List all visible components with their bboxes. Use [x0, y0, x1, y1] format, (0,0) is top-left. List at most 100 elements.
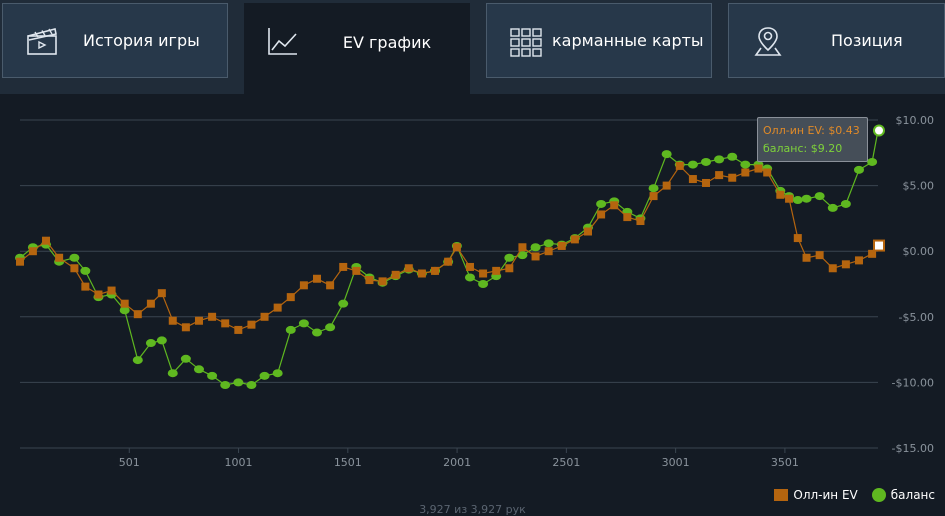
ev-point[interactable] — [754, 164, 763, 173]
balance-point[interactable] — [648, 184, 659, 193]
balance-point[interactable] — [464, 273, 475, 282]
ev-point[interactable] — [378, 277, 387, 286]
ev-point[interactable] — [518, 243, 527, 252]
balance-point[interactable] — [504, 253, 515, 262]
balance-point[interactable] — [827, 203, 838, 212]
ev-point[interactable] — [181, 323, 190, 332]
ev-point[interactable] — [854, 256, 863, 265]
ev-point[interactable] — [662, 181, 671, 190]
balance-point[interactable] — [867, 157, 878, 166]
ev-point[interactable] — [452, 243, 461, 252]
ev-point[interactable] — [168, 316, 177, 325]
ev-point[interactable] — [583, 227, 592, 236]
ev-point[interactable] — [157, 289, 166, 298]
ev-point[interactable] — [557, 241, 566, 250]
balance-point[interactable] — [714, 155, 725, 164]
ev-point[interactable] — [702, 178, 711, 187]
ev-point[interactable] — [120, 299, 129, 308]
ev-point[interactable] — [352, 266, 361, 275]
ev-point[interactable] — [544, 247, 553, 256]
ev-point[interactable] — [505, 264, 514, 273]
balance-point[interactable] — [338, 299, 349, 308]
ev-point[interactable] — [793, 234, 802, 243]
balance-point[interactable] — [259, 371, 270, 380]
ev-point[interactable] — [133, 310, 142, 319]
balance-point[interactable] — [298, 319, 309, 328]
ev-point[interactable] — [675, 161, 684, 170]
ev-point[interactable] — [107, 286, 116, 295]
ev-point[interactable] — [763, 168, 772, 177]
balance-point[interactable] — [220, 381, 231, 390]
tab-position[interactable]: Позиция — [728, 3, 945, 78]
ev-point[interactable] — [42, 236, 51, 245]
ev-point[interactable] — [146, 299, 155, 308]
ev-point[interactable] — [741, 168, 750, 177]
balance-point[interactable] — [80, 266, 91, 275]
balance-point[interactable] — [132, 356, 143, 365]
ev-point[interactable] — [339, 262, 348, 271]
ev-point[interactable] — [531, 252, 540, 261]
ev-point[interactable] — [16, 257, 24, 266]
ev-point[interactable] — [247, 320, 256, 329]
balance-point[interactable] — [145, 339, 156, 348]
balance-point[interactable] — [840, 199, 851, 208]
balance-point[interactable] — [740, 160, 751, 169]
balance-point[interactable] — [478, 280, 489, 288]
ev-point[interactable] — [194, 316, 203, 325]
balance-point[interactable] — [325, 323, 336, 332]
ev-point[interactable] — [815, 251, 824, 260]
ev-point[interactable] — [299, 281, 308, 290]
ev-point[interactable] — [728, 173, 737, 182]
ev-point[interactable] — [868, 249, 877, 258]
balance-point[interactable] — [233, 378, 244, 387]
balance-point[interactable] — [792, 196, 803, 205]
balance-point[interactable] — [207, 371, 218, 380]
ev-point[interactable] — [828, 264, 837, 273]
legend-item-balance[interactable]: баланс — [871, 488, 935, 502]
ev-point[interactable] — [260, 312, 269, 321]
ev-point[interactable] — [273, 303, 282, 312]
balance-point[interactable] — [530, 243, 541, 252]
tab-game-history[interactable]: История игры — [2, 3, 228, 78]
ev-point[interactable] — [570, 235, 579, 244]
ev-point[interactable] — [623, 213, 632, 222]
balance-point[interactable] — [661, 150, 672, 159]
ev-point[interactable] — [286, 293, 295, 302]
ev-point[interactable] — [636, 217, 645, 226]
ev-point[interactable] — [365, 276, 374, 285]
ev-point[interactable] — [94, 290, 103, 299]
ev-point[interactable] — [81, 282, 90, 291]
ev-point[interactable] — [715, 171, 724, 180]
ev-point[interactable] — [221, 319, 230, 328]
balance-point[interactable] — [156, 336, 167, 345]
ev-point[interactable] — [465, 262, 474, 271]
ev-point[interactable] — [776, 190, 785, 199]
ev-point[interactable] — [70, 264, 79, 273]
balance-point[interactable] — [517, 251, 528, 260]
ev-point[interactable] — [785, 194, 794, 203]
balance-point[interactable] — [853, 165, 864, 174]
ev-point[interactable] — [234, 325, 243, 334]
ev-point[interactable] — [28, 247, 37, 256]
balance-point[interactable] — [193, 365, 204, 374]
ev-point[interactable] — [802, 253, 811, 262]
balance-point[interactable] — [272, 369, 283, 378]
ev-point[interactable] — [431, 266, 440, 275]
ev-point[interactable] — [479, 269, 488, 278]
ev-point[interactable] — [597, 210, 606, 219]
ev-point[interactable] — [208, 312, 217, 321]
balance-point[interactable] — [727, 152, 738, 161]
ev-point[interactable] — [649, 192, 658, 201]
balance-point[interactable] — [167, 369, 178, 378]
tab-ev-chart[interactable]: EV график — [244, 3, 470, 94]
balance-point[interactable] — [687, 160, 698, 169]
ev-point[interactable] — [610, 201, 619, 210]
balance-point[interactable] — [801, 194, 812, 203]
ev-point[interactable] — [444, 257, 453, 266]
ev-point[interactable] — [391, 270, 400, 279]
ev-chart[interactable]: $10.00 $5.00 $0.00 -$5.00 -$10.00 -$15.00 501… — [0, 94, 945, 515]
ev-point[interactable] — [841, 260, 850, 269]
balance-point[interactable] — [814, 192, 825, 201]
ev-point[interactable] — [404, 264, 413, 273]
balance-point[interactable] — [180, 354, 191, 363]
